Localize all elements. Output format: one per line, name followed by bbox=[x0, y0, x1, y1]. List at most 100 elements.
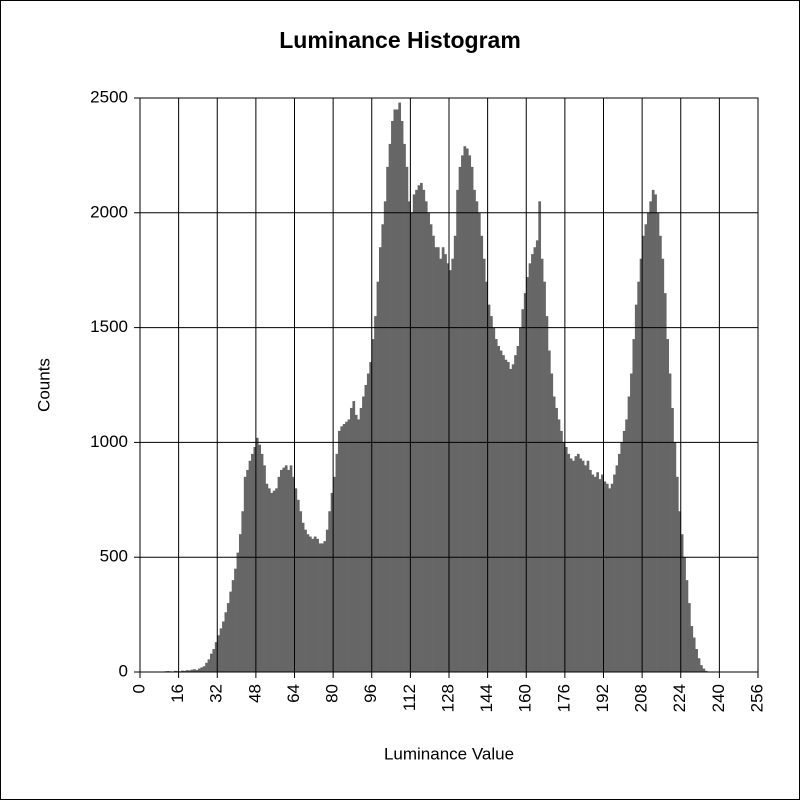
bar bbox=[596, 472, 599, 672]
bar bbox=[480, 235, 484, 672]
bar bbox=[364, 385, 368, 672]
bar bbox=[272, 490, 276, 672]
x-tick-label: 176 bbox=[554, 684, 573, 712]
bar bbox=[540, 258, 544, 672]
bar bbox=[253, 446, 257, 672]
bar bbox=[576, 453, 580, 672]
bar bbox=[545, 316, 549, 672]
bar bbox=[277, 476, 281, 672]
bar bbox=[200, 667, 204, 672]
bar bbox=[436, 247, 440, 673]
bar bbox=[506, 362, 510, 672]
y-tick-label: 1000 bbox=[90, 432, 128, 451]
bar bbox=[330, 492, 334, 672]
bar bbox=[316, 538, 319, 672]
bar bbox=[357, 419, 360, 672]
bar bbox=[584, 465, 587, 672]
x-tick-label: 208 bbox=[632, 684, 651, 712]
bar bbox=[229, 591, 233, 672]
bar bbox=[463, 146, 467, 672]
bar bbox=[306, 534, 310, 672]
bar bbox=[366, 373, 370, 672]
bar bbox=[195, 669, 199, 672]
bar bbox=[543, 281, 546, 672]
bar bbox=[651, 189, 655, 672]
bar bbox=[202, 666, 206, 672]
bar bbox=[282, 467, 286, 672]
bar bbox=[251, 453, 254, 672]
bar bbox=[173, 670, 177, 672]
bar bbox=[441, 247, 445, 673]
bar bbox=[313, 536, 317, 672]
bar bbox=[248, 460, 252, 672]
bar bbox=[323, 541, 327, 672]
bar bbox=[446, 263, 450, 672]
x-tick-label: 80 bbox=[323, 684, 342, 703]
bar bbox=[700, 665, 703, 672]
bar bbox=[386, 166, 389, 672]
bar bbox=[296, 499, 300, 672]
bar bbox=[690, 626, 694, 672]
bar bbox=[403, 143, 406, 673]
bar bbox=[499, 350, 503, 672]
bar bbox=[564, 446, 568, 672]
y-tick-label: 2000 bbox=[90, 202, 128, 221]
bar bbox=[685, 580, 689, 672]
bar bbox=[193, 669, 196, 672]
bar bbox=[470, 166, 474, 672]
bar bbox=[461, 155, 464, 672]
bar bbox=[591, 474, 595, 672]
bar bbox=[217, 635, 220, 672]
chart-title: Luminance Histogram bbox=[279, 27, 521, 53]
bar bbox=[434, 247, 438, 673]
bar bbox=[695, 649, 698, 672]
bar bbox=[265, 483, 269, 672]
bar bbox=[516, 345, 520, 672]
bar bbox=[610, 483, 614, 672]
bar bbox=[260, 453, 264, 672]
bar bbox=[668, 373, 672, 672]
bar bbox=[627, 396, 631, 672]
bar bbox=[617, 453, 621, 672]
bar bbox=[642, 235, 645, 672]
bar bbox=[702, 668, 706, 672]
bar bbox=[451, 258, 455, 672]
bar bbox=[572, 460, 575, 672]
bar bbox=[381, 224, 385, 672]
bar bbox=[280, 469, 283, 672]
bar bbox=[267, 488, 271, 672]
bar bbox=[704, 670, 708, 672]
bar bbox=[644, 224, 648, 672]
bar bbox=[552, 396, 556, 672]
bar bbox=[605, 483, 609, 672]
bar bbox=[550, 373, 554, 672]
bar bbox=[287, 469, 290, 672]
bar bbox=[405, 166, 409, 672]
bar bbox=[415, 189, 418, 672]
bar bbox=[567, 453, 571, 672]
bar bbox=[342, 424, 346, 672]
bar bbox=[345, 421, 348, 672]
bar bbox=[347, 419, 351, 672]
bar bbox=[666, 339, 669, 672]
bar bbox=[183, 670, 187, 672]
bar bbox=[661, 258, 665, 672]
bar bbox=[654, 194, 657, 672]
bar bbox=[234, 568, 237, 672]
bar bbox=[378, 247, 382, 673]
bar bbox=[492, 327, 496, 672]
bar bbox=[238, 534, 242, 672]
bar bbox=[270, 492, 274, 672]
x-tick-label: 0 bbox=[129, 684, 148, 693]
bar bbox=[231, 580, 235, 672]
bar bbox=[340, 426, 344, 672]
bar bbox=[333, 476, 336, 672]
bar bbox=[224, 612, 228, 672]
bar bbox=[395, 109, 399, 673]
bar bbox=[526, 277, 529, 672]
x-tick-label: 48 bbox=[245, 684, 264, 703]
bar bbox=[511, 364, 515, 672]
bar bbox=[318, 543, 322, 672]
bar bbox=[304, 529, 307, 672]
